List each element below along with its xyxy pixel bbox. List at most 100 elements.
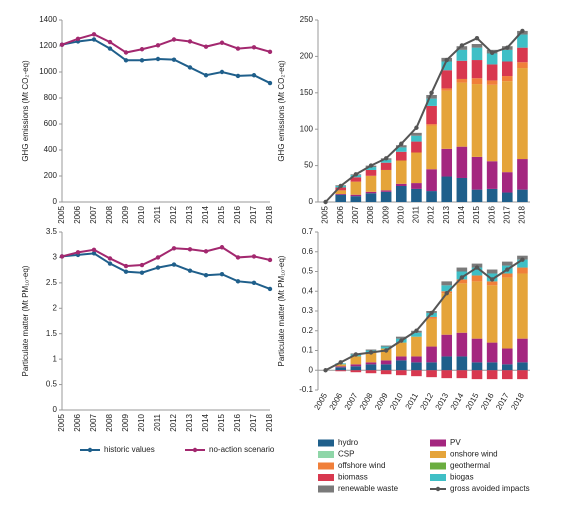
x-tick-label: 2013 xyxy=(185,413,194,431)
bar-segment xyxy=(486,281,498,286)
point xyxy=(429,90,434,96)
point xyxy=(459,43,465,48)
bar-segment xyxy=(471,60,483,79)
point xyxy=(123,58,129,63)
point xyxy=(368,163,374,168)
x-tick-label: 2012 xyxy=(169,205,178,223)
bar-segment xyxy=(380,364,392,371)
y-tick-label: 0 xyxy=(309,365,314,374)
point xyxy=(75,250,81,255)
bar-segment xyxy=(486,342,498,363)
y-tick-label: 0.4 xyxy=(302,286,314,295)
point xyxy=(107,39,113,45)
bar-segment xyxy=(456,356,468,371)
point xyxy=(171,37,177,42)
bar-segment xyxy=(456,49,468,61)
bar-segment xyxy=(411,188,422,202)
bar-segment xyxy=(380,370,392,375)
y-tick-label: 0 xyxy=(309,197,314,206)
bar-segment xyxy=(456,146,468,178)
x-tick-label: 2017 xyxy=(249,413,258,431)
x-tick-label: 2014 xyxy=(201,205,210,223)
bar-segment xyxy=(456,279,468,284)
point xyxy=(520,28,525,34)
bar-segment xyxy=(335,367,347,371)
bar-segment xyxy=(517,259,528,268)
x-tick-label: 2006 xyxy=(328,391,345,411)
legend-label: no-action scenario xyxy=(209,445,275,454)
y-tick-label: 0.5 xyxy=(302,267,314,276)
y-axis-title: GHG emissions (Mt CO₂-eq) xyxy=(21,60,30,162)
legend-label: gross avoided impacts xyxy=(450,484,530,493)
point xyxy=(219,69,225,75)
x-tick-label: 2005 xyxy=(321,205,330,223)
bar-segment xyxy=(365,349,377,351)
bar-segment xyxy=(456,177,468,202)
bar-segment xyxy=(456,60,468,79)
line xyxy=(61,246,271,268)
bar-segment xyxy=(395,183,407,186)
point xyxy=(323,368,328,373)
legend-marker xyxy=(435,486,441,492)
point xyxy=(505,45,510,50)
bar-segment xyxy=(365,370,377,374)
y-tick-label: 1200 xyxy=(39,41,57,50)
point xyxy=(489,277,495,282)
x-tick-label: 2013 xyxy=(442,205,451,223)
x-tick-label: 2015 xyxy=(217,413,226,431)
legend-swatch xyxy=(318,474,334,481)
bar-segment xyxy=(335,193,347,195)
point xyxy=(139,47,145,52)
bar-segment xyxy=(486,188,498,202)
bar-segment xyxy=(441,70,453,89)
bar-segment xyxy=(365,193,377,202)
y-tick-label: 1000 xyxy=(39,67,57,76)
bar-segment xyxy=(350,177,362,182)
bar-segment xyxy=(380,191,392,202)
bar-segment xyxy=(501,81,513,173)
x-tick-label: 2005 xyxy=(57,413,66,431)
x-tick-label: 2010 xyxy=(137,413,146,431)
x-tick-label: 2017 xyxy=(494,391,511,411)
point xyxy=(383,156,389,161)
y-tick-label: 1400 xyxy=(39,15,57,24)
point xyxy=(139,262,145,268)
x-tick-label: 2013 xyxy=(434,391,451,411)
point xyxy=(171,57,177,62)
bar-segment xyxy=(501,49,513,62)
point xyxy=(203,73,209,78)
point xyxy=(267,257,273,263)
point xyxy=(91,251,97,256)
point xyxy=(474,36,480,41)
bar-segment xyxy=(380,159,392,163)
x-tick-label: 2016 xyxy=(233,205,242,223)
bar-segment xyxy=(365,191,377,194)
bar-segment xyxy=(441,356,453,371)
bar-segment xyxy=(395,185,407,202)
bar-segment xyxy=(471,156,483,190)
x-tick-label: 2011 xyxy=(153,413,162,431)
bar-segment xyxy=(350,370,362,373)
y-tick-label: 600 xyxy=(44,119,58,128)
point xyxy=(219,245,225,250)
bar-segment xyxy=(456,267,468,272)
x-tick-label: 2009 xyxy=(381,205,390,223)
bar-segment xyxy=(365,352,377,363)
bar-segment xyxy=(471,78,483,85)
x-tick-label: 2009 xyxy=(373,391,390,411)
legend-swatch xyxy=(430,439,446,447)
point xyxy=(187,65,193,70)
x-tick-label: 2017 xyxy=(502,205,511,223)
bar-segment xyxy=(395,336,407,339)
point xyxy=(251,45,257,50)
bar-segment xyxy=(426,370,437,378)
legend-label: offshore wind xyxy=(338,461,385,470)
point xyxy=(155,56,161,62)
point xyxy=(107,261,113,266)
bar-segment xyxy=(501,76,513,82)
x-tick-label: 2018 xyxy=(265,413,274,431)
point xyxy=(414,125,419,130)
y-tick-label: 0 xyxy=(53,197,58,206)
bar-segment xyxy=(486,370,498,380)
bar-segment xyxy=(501,348,513,365)
